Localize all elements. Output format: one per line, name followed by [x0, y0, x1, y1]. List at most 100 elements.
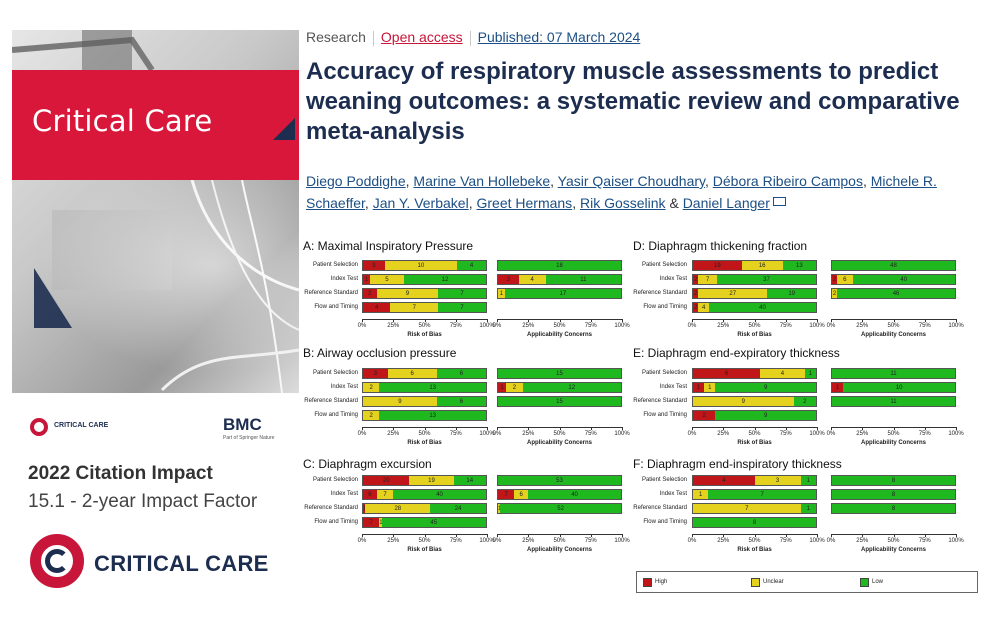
- applicability-tick-mark: [497, 534, 498, 537]
- risk-tick-label: 75%: [779, 431, 792, 437]
- published-date-link[interactable]: Published: 07 March 2024: [477, 29, 641, 45]
- risk-axis-title: Risk of Bias: [407, 547, 442, 553]
- risk-segment-low: 8: [693, 518, 816, 527]
- risk-segment-low: 1: [804, 369, 816, 378]
- author-link[interactable]: Diego Poddighe: [306, 173, 406, 189]
- applicability-bar: 2 6 40: [831, 274, 956, 285]
- applicability-bar: 15: [497, 368, 622, 379]
- applicability-tick-label: 25%: [856, 538, 869, 544]
- risk-tick-mark: [487, 319, 488, 322]
- row-label: Flow and Timing: [314, 304, 358, 310]
- applicability-tick-mark: [862, 427, 864, 430]
- risk-tick-label: 50%: [748, 538, 761, 544]
- risk-segment-unclear: 16: [741, 261, 783, 270]
- risk-segment-unclear: 9: [693, 397, 794, 406]
- applicability-segment-high: 1: [832, 383, 844, 392]
- risk-segment-low: 7: [438, 289, 486, 298]
- applicability-segment-low: 11: [545, 275, 621, 284]
- risk-segment-unclear: 7: [698, 275, 718, 284]
- risk-segment-low: 6: [436, 369, 486, 378]
- risk-bar: 6 7 40: [362, 489, 487, 500]
- risk-segment-high: 7: [363, 518, 380, 527]
- risk-tick-mark: [455, 319, 457, 322]
- applicability-axis-title: Applicability Concerns: [860, 440, 927, 446]
- legend-swatch-low: [860, 578, 869, 587]
- risk-tick-mark: [817, 534, 818, 537]
- applicability-tick-mark: [622, 319, 623, 322]
- legend-swatch-high: [643, 578, 652, 587]
- article-meta: Research Open access Published: 07 March 2…: [306, 29, 640, 46]
- author-link[interactable]: Débora Ribeiro Campos: [712, 173, 863, 189]
- risk-tick-mark: [754, 427, 756, 430]
- risk-segment-high: 3: [363, 369, 388, 378]
- applicability-segment-low: 48: [832, 261, 955, 270]
- risk-segment-high: 6: [693, 369, 761, 378]
- row-label: Patient Selection: [312, 477, 358, 483]
- risk-tick-label: 50%: [748, 431, 761, 437]
- applicability-segment-low: 15: [498, 369, 621, 378]
- author-link[interactable]: Daniel Langer: [682, 195, 770, 211]
- risk-tick-mark: [692, 319, 693, 322]
- risk-tick-label: 0%: [357, 431, 367, 437]
- applicability-tick-mark: [528, 427, 530, 430]
- risk-segment-high: 3: [363, 261, 385, 270]
- panel-title: C: Diaphragm excursion: [303, 457, 432, 471]
- applicability-bar: 8: [831, 475, 956, 486]
- author-link[interactable]: Michele R. Schaeffer: [306, 173, 937, 211]
- critical-care-big-logo-inner: [45, 549, 69, 573]
- row-label: Index Test: [659, 276, 687, 282]
- applicability-tick-label: 25%: [856, 323, 869, 329]
- author-link[interactable]: Jan Y. Verbakel: [372, 195, 469, 211]
- applicability-segment-low: 8: [832, 504, 955, 513]
- row-label: Index Test: [330, 491, 358, 497]
- applicability-tick-mark: [924, 534, 926, 537]
- applicability-segment-low: 8: [832, 490, 955, 499]
- risk-tick-mark: [362, 319, 363, 322]
- risk-axis-title: Risk of Bias: [737, 547, 772, 553]
- risk-segment-low: 9: [715, 383, 816, 392]
- panel-title: D: Diaphragm thickening fraction: [633, 239, 808, 253]
- row-label: Flow and Timing: [314, 412, 358, 418]
- risk-segment-unclear: 27: [698, 289, 768, 298]
- row-label: Index Test: [330, 276, 358, 282]
- risk-tick-label: 0%: [687, 538, 697, 544]
- applicability-segment-low: 11: [832, 369, 955, 378]
- author-link[interactable]: Yasir Qaiser Choudhary: [557, 173, 705, 189]
- risk-tick-mark: [424, 319, 426, 322]
- applicability-segment-unclear: 1: [498, 504, 501, 513]
- risk-tick-label: 75%: [449, 323, 462, 329]
- risk-segment-low: 12: [403, 275, 486, 284]
- row-label: Index Test: [330, 384, 358, 390]
- author-link[interactable]: Greet Hermans: [476, 195, 573, 211]
- panel-title: B: Airway occlusion pressure: [303, 346, 457, 360]
- author-link[interactable]: Marine Van Hollebeke: [413, 173, 551, 189]
- applicability-bar: 7 6 40: [497, 489, 622, 500]
- applicability-tick-mark: [831, 427, 832, 430]
- bmc-subtitle: Part of Springer Nature: [223, 435, 275, 441]
- applicability-segment-low: 15: [498, 397, 621, 406]
- row-label: Patient Selection: [312, 370, 358, 376]
- applicability-tick-label: 100%: [948, 431, 964, 437]
- applicability-segment-unclear: 4: [518, 275, 546, 284]
- risk-bar: 2 4 40: [692, 302, 817, 313]
- applicability-bar: 1 2 12: [497, 382, 622, 393]
- risk-segment-high: 2: [363, 289, 377, 298]
- risk-segment-low: 19: [767, 289, 816, 298]
- applicability-axis-title: Applicability Concerns: [860, 332, 927, 338]
- applicability-tick-mark: [924, 319, 926, 322]
- applicability-segment-low: 12: [522, 383, 621, 392]
- applicability-tick-mark: [590, 319, 592, 322]
- applicability-tick-mark: [893, 427, 895, 430]
- open-access-link[interactable]: Open access: [380, 29, 463, 45]
- author-link[interactable]: Rik Gosselink: [579, 195, 666, 211]
- cover-triangle-icon-large: [34, 268, 72, 328]
- risk-tick-label: 0%: [357, 323, 367, 329]
- legend-swatch-unclear: [751, 578, 760, 587]
- risk-tick-label: 0%: [687, 431, 697, 437]
- applicability-tick-mark: [862, 534, 864, 537]
- row-label: Index Test: [659, 384, 687, 390]
- applicability-segment-low: 11: [832, 397, 955, 406]
- email-icon[interactable]: [772, 196, 786, 206]
